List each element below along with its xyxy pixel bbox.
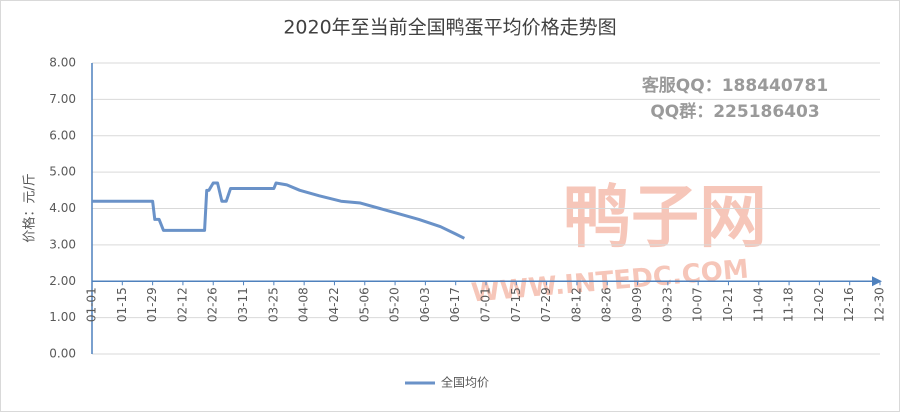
x-tick-label: 03-11 xyxy=(236,287,250,322)
x-tick-label: 04-22 xyxy=(327,287,341,322)
watermark-text: 客服QQ：188440781 xyxy=(641,75,828,96)
y-tick-label: 2.00 xyxy=(49,274,76,288)
x-tick-label: 09-09 xyxy=(630,287,644,322)
legend-label: 全国均价 xyxy=(441,375,489,390)
x-tick-label: 06-17 xyxy=(448,287,462,322)
series-line xyxy=(92,181,466,240)
x-tick-label: 03-25 xyxy=(266,287,280,322)
x-tick-label: 01-29 xyxy=(145,287,159,322)
y-tick-label: 6.00 xyxy=(49,128,76,142)
y-tick-label: 4.00 xyxy=(49,201,76,215)
chart-title: 2020年至当前全国鸭蛋平均价格走势图 xyxy=(283,17,616,39)
x-tick-label: 02-26 xyxy=(206,287,220,322)
watermark-text: 鸭子网 xyxy=(563,179,767,258)
y-tick-label: 3.00 xyxy=(49,237,76,251)
x-tick-label: 08-26 xyxy=(600,287,614,322)
y-tick-label: 8.00 xyxy=(49,56,76,70)
y-tick-label: 7.00 xyxy=(49,92,76,106)
x-tick-label: 07-29 xyxy=(539,287,553,322)
x-axis-arrow xyxy=(872,276,882,287)
y-tick-label: 1.00 xyxy=(49,310,76,324)
x-tick-label: 06-03 xyxy=(418,287,432,322)
x-tick-label: 12-16 xyxy=(842,287,856,322)
x-tick-label: 10-21 xyxy=(721,287,735,322)
x-tick-label: 04-08 xyxy=(297,287,311,322)
x-tick-label: 11-18 xyxy=(782,287,796,322)
x-tick-label: 12-30 xyxy=(873,287,887,322)
x-tick-label: 12-02 xyxy=(812,287,826,322)
x-tick-label: 11-04 xyxy=(751,287,765,322)
watermark-text: QQ群：225186403 xyxy=(650,101,819,122)
y-tick-label: 0.00 xyxy=(49,347,76,361)
x-tick-label: 07-15 xyxy=(509,287,523,322)
y-tick-label: 5.00 xyxy=(49,165,76,179)
x-tick-label: 01-01 xyxy=(85,287,99,322)
y-axis-label: 价格：元/斤 xyxy=(22,173,38,242)
x-tick-label: 05-06 xyxy=(357,287,371,322)
x-tick-label: 09-23 xyxy=(660,287,674,322)
x-tick-label: 10-07 xyxy=(691,287,705,322)
x-tick-label: 01-15 xyxy=(115,287,129,322)
x-tick-label: 07-01 xyxy=(479,287,493,322)
x-tick-label: 02-12 xyxy=(175,287,189,322)
x-tick-label: 05-20 xyxy=(388,287,402,322)
x-tick-label: 08-12 xyxy=(569,287,583,322)
